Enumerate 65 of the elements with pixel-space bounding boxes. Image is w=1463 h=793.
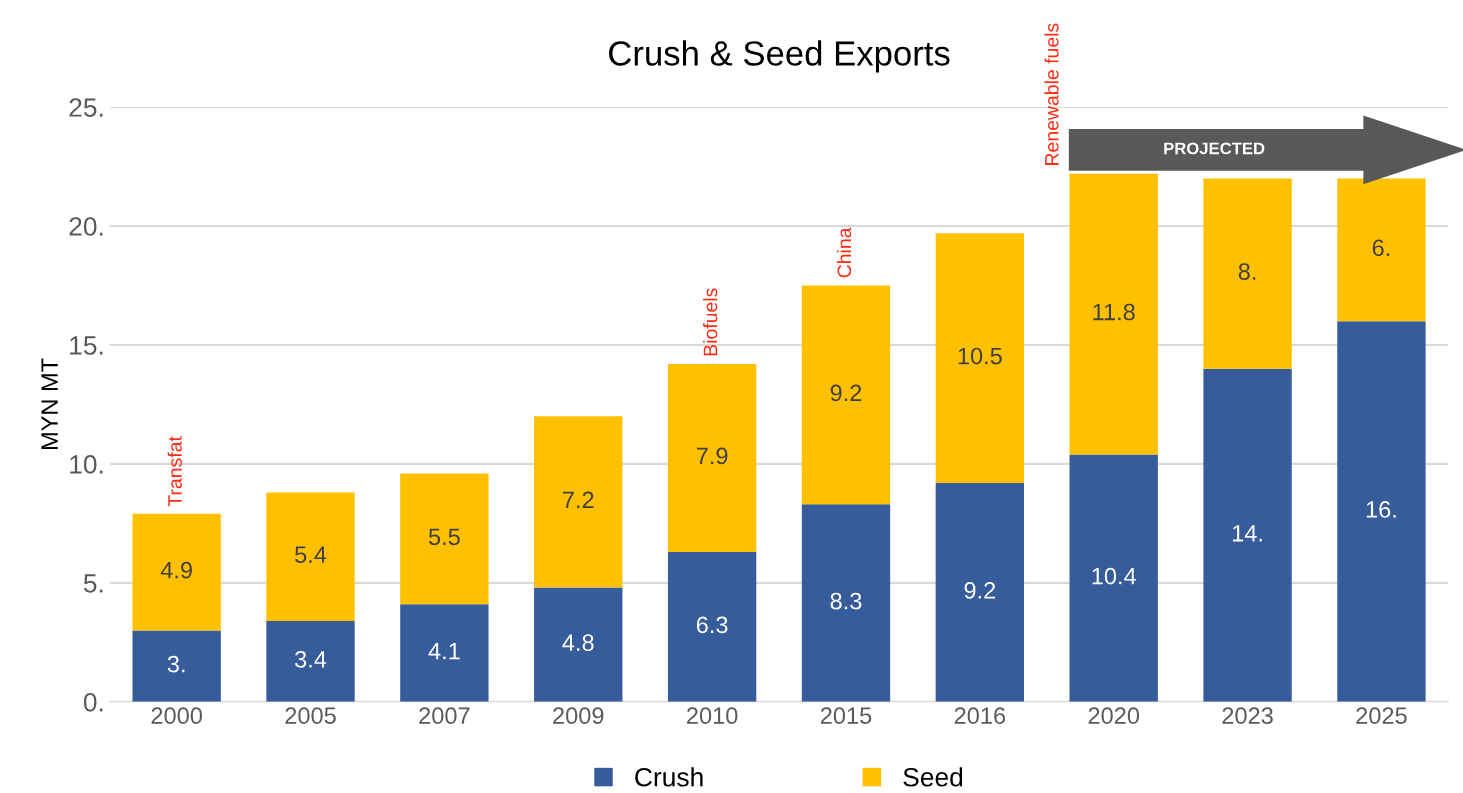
x-tick-label: 2009	[553, 707, 604, 725]
bar	[1337, 178, 1426, 322]
y-tick-label: 25.	[69, 98, 103, 117]
data-label: 5.4	[295, 546, 327, 564]
bar	[132, 630, 221, 702]
x-tick-label: 2000	[151, 707, 202, 725]
data-label: 8.3	[830, 592, 862, 610]
chart-title: Crush & Seed Exports	[609, 40, 950, 73]
y-tick-label: 5.	[83, 574, 103, 593]
bar	[266, 620, 355, 702]
annotation: China	[836, 227, 852, 278]
bar	[534, 416, 623, 588]
bar	[935, 482, 1025, 702]
y-tick-label: 20.	[69, 217, 103, 236]
bar	[935, 233, 1025, 483]
annotation: Biofuels	[703, 288, 718, 356]
legend-label: Crush	[635, 767, 703, 787]
data-label: 14.	[1232, 525, 1262, 542]
x-tick-label: 2023	[1222, 707, 1273, 725]
bar	[1337, 321, 1426, 702]
y-tick-label: 10.	[70, 455, 103, 474]
bar	[400, 604, 489, 702]
bar	[667, 551, 757, 702]
data-label: 16.	[1366, 501, 1396, 518]
x-tick-label: 2015	[820, 707, 872, 725]
bar	[400, 473, 489, 605]
data-label: 10.4	[1092, 567, 1136, 585]
data-label: 5.5	[428, 528, 460, 546]
data-label: 10.5	[958, 347, 1002, 365]
data-label: 11.8	[1093, 303, 1135, 321]
bar	[1203, 368, 1292, 702]
legend-label: Seed	[903, 767, 963, 787]
bar	[132, 513, 221, 631]
data-label: 3.4	[295, 650, 327, 668]
x-tick-label: 2016	[954, 707, 1006, 725]
x-tick-label: 2007	[419, 707, 470, 725]
annotation: PROJECTED	[1164, 142, 1265, 155]
bar	[801, 285, 891, 505]
x-tick-label: 2005	[285, 707, 336, 725]
y-axis-title: MYN MT	[41, 358, 58, 450]
data-label: 4.9	[160, 561, 192, 579]
x-tick-label: 2020	[1088, 707, 1140, 725]
data-label: 7.2	[563, 491, 594, 509]
data-label: 9.2	[830, 384, 862, 402]
bar	[534, 587, 623, 702]
data-label: 4.1	[428, 642, 460, 660]
annotation: Renewable fuels	[1044, 23, 1059, 165]
bar	[801, 504, 891, 702]
data-label: 4.8	[562, 634, 594, 652]
data-label: 9.2	[964, 581, 996, 599]
y-tick-label: 0.	[83, 692, 103, 712]
bar	[1069, 173, 1158, 455]
annotation: Transfat	[167, 436, 182, 507]
data-label: 3.	[167, 655, 185, 673]
x-tick-label: 2025	[1356, 707, 1407, 725]
data-label: 7.9	[696, 447, 728, 465]
bar	[1069, 454, 1158, 702]
data-label: 6.	[1372, 239, 1390, 257]
bar	[667, 363, 757, 552]
bar	[1203, 178, 1292, 369]
data-label: 6.3	[696, 616, 728, 634]
data-label: 8.	[1238, 263, 1256, 280]
y-tick-label: 15.	[70, 336, 103, 355]
x-tick-label: 2010	[687, 707, 738, 725]
bar	[266, 492, 355, 621]
